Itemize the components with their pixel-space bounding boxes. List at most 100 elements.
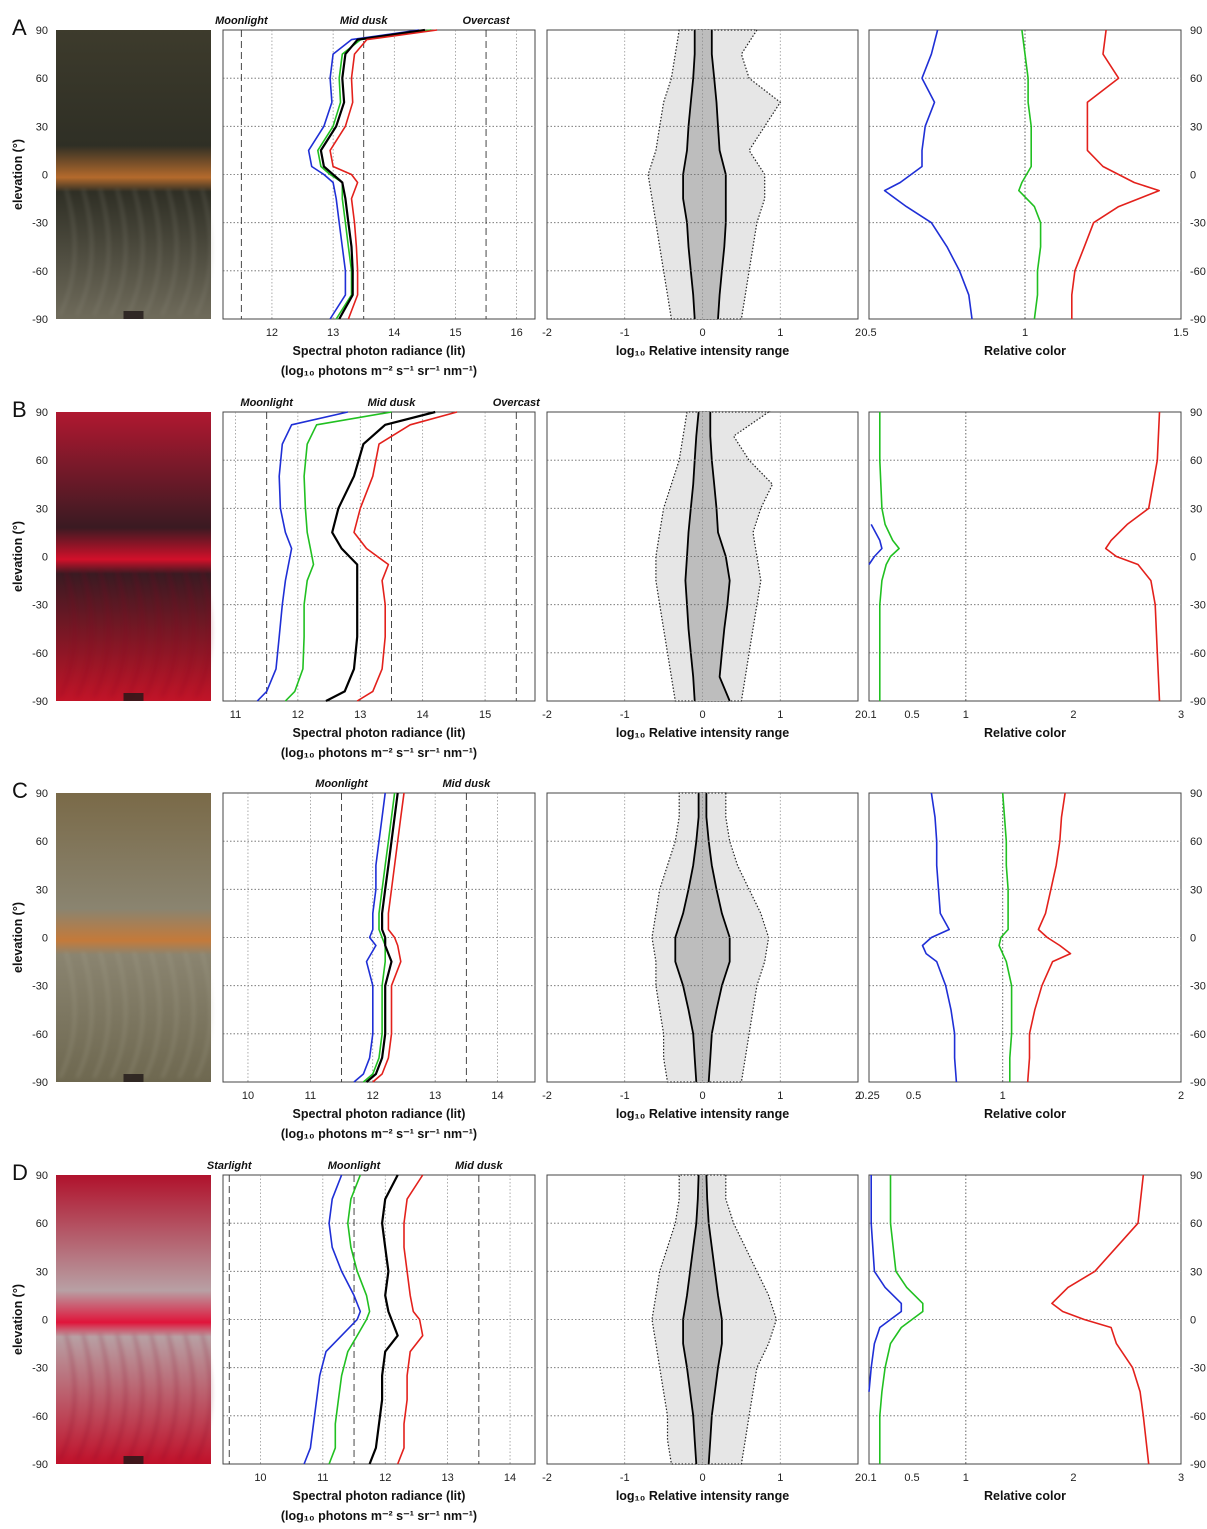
color-tick-label: 2 bbox=[1070, 1472, 1076, 1484]
photo-streak bbox=[110, 951, 127, 1079]
radiance-series-black bbox=[325, 410, 436, 702]
radiance-tick-label: 14 bbox=[491, 1090, 503, 1102]
radiance-tick-label: 13 bbox=[354, 709, 366, 721]
elev-tick-label: -90 bbox=[32, 696, 48, 708]
radiance-series-red bbox=[396, 1174, 424, 1465]
photo-streak bbox=[161, 570, 178, 698]
photo-tripod bbox=[123, 693, 144, 701]
color-series-green bbox=[879, 412, 900, 701]
elev-tick-label-right: 30 bbox=[1190, 1266, 1202, 1278]
photo-streak bbox=[93, 1333, 110, 1461]
photo-streak bbox=[127, 570, 144, 698]
photo-tripod bbox=[123, 1074, 144, 1082]
photo-streak bbox=[59, 1333, 76, 1461]
elev-tick-label: 0 bbox=[42, 1315, 48, 1327]
elevation-axis-label: elevation (°) bbox=[11, 139, 25, 210]
color-series-blue bbox=[921, 792, 958, 1083]
elev-tick-label: -60 bbox=[32, 1029, 48, 1041]
panel-letter: A bbox=[12, 15, 27, 40]
elev-tick-label-right: 90 bbox=[1190, 788, 1202, 800]
photo-streak bbox=[93, 188, 110, 316]
photo-streak bbox=[144, 1333, 161, 1461]
radiance-tick-label: 12 bbox=[379, 1472, 391, 1484]
reference-label: Moonlight bbox=[240, 397, 294, 409]
elev-tick-label: 60 bbox=[36, 1218, 48, 1230]
elev-tick-label: 0 bbox=[42, 933, 48, 945]
radiance-tick-label: 13 bbox=[429, 1090, 441, 1102]
radiance-series-blue bbox=[307, 29, 419, 320]
elev-tick-label: -30 bbox=[32, 981, 48, 993]
elev-tick-label-right: 60 bbox=[1190, 1218, 1202, 1230]
color-tick-label: 0.5 bbox=[906, 1090, 921, 1102]
elev-tick-label: 30 bbox=[36, 503, 48, 515]
radiance-series-red bbox=[372, 792, 405, 1083]
photo-streak bbox=[127, 951, 144, 1079]
intensity-tick-label: 2 bbox=[855, 709, 861, 721]
photo-streak bbox=[195, 570, 212, 698]
color-tick-label: 2 bbox=[1178, 1090, 1184, 1102]
radiance-tick-label: 13 bbox=[327, 327, 339, 339]
panel-letter: C bbox=[12, 778, 28, 803]
sky-photo bbox=[56, 30, 211, 319]
color-series-green bbox=[879, 1175, 924, 1464]
elev-tick-label-right: 30 bbox=[1190, 884, 1202, 896]
elev-tick-label-right: -30 bbox=[1190, 1363, 1206, 1375]
photo-texture bbox=[59, 1333, 212, 1461]
radiance-series-red bbox=[353, 411, 458, 702]
intensity-axis-label: log₁₀ Relative intensity range bbox=[616, 344, 789, 358]
sky-photo bbox=[56, 793, 211, 1082]
elev-tick-label: 60 bbox=[36, 836, 48, 848]
elev-tick-label-right: 0 bbox=[1190, 552, 1196, 564]
photo-streak bbox=[144, 188, 161, 316]
radiance-axis-label-1: Spectral photon radiance (lit) bbox=[293, 344, 466, 358]
intensity-tick-label: -1 bbox=[620, 1090, 630, 1102]
intensity-tick-label: -1 bbox=[620, 327, 630, 339]
color-series-green bbox=[1018, 29, 1042, 320]
radiance-axis-label-1: Spectral photon radiance (lit) bbox=[293, 1489, 466, 1503]
radiance-tick-label: 14 bbox=[388, 327, 400, 339]
radiance-tick-label: 15 bbox=[479, 709, 491, 721]
radiance-tick-label: 16 bbox=[511, 327, 523, 339]
intensity-tick-label: -2 bbox=[542, 1090, 552, 1102]
intensity-tick-label: 0 bbox=[699, 327, 705, 339]
elev-tick-label-right: 0 bbox=[1190, 933, 1196, 945]
elev-tick-label-right: 60 bbox=[1190, 73, 1202, 85]
photo-tripod bbox=[123, 1456, 144, 1464]
color-tick-label: 0.1 bbox=[861, 709, 876, 721]
color-series-blue bbox=[868, 524, 883, 565]
photo-streak bbox=[76, 951, 93, 1079]
reference-label: Moonlight bbox=[215, 15, 269, 27]
radiance-series-blue bbox=[303, 1174, 362, 1465]
elev-tick-label-right: -60 bbox=[1190, 648, 1206, 660]
photo-texture bbox=[59, 951, 212, 1079]
elev-tick-label: -90 bbox=[32, 314, 48, 326]
radiance-tick-label: 12 bbox=[367, 1090, 379, 1102]
radiance-axis-label-1: Spectral photon radiance (lit) bbox=[293, 1107, 466, 1121]
elev-tick-label-right: 60 bbox=[1190, 836, 1202, 848]
elev-tick-label-right: -30 bbox=[1190, 600, 1206, 612]
elev-tick-label: -90 bbox=[32, 1077, 48, 1089]
photo-streak bbox=[110, 1333, 127, 1461]
radiance-tick-label: 12 bbox=[266, 327, 278, 339]
color-tick-label: 0.25 bbox=[858, 1090, 879, 1102]
color-series-red bbox=[1104, 411, 1161, 702]
color-tick-label: 2 bbox=[1070, 709, 1076, 721]
photo-streak bbox=[76, 1333, 93, 1461]
photo-streak bbox=[178, 188, 195, 316]
radiance-tick-label: 11 bbox=[317, 1472, 328, 1484]
color-series-red bbox=[1071, 29, 1160, 319]
photo-streak bbox=[178, 1333, 195, 1461]
radiance-axis-label-2: (log₁₀ photons m⁻² s⁻¹ sr⁻¹ nm⁻¹) bbox=[281, 1127, 477, 1141]
photo-streak bbox=[161, 951, 178, 1079]
elev-tick-label-right: 0 bbox=[1190, 1315, 1196, 1327]
reference-label: Mid dusk bbox=[340, 15, 389, 27]
intensity-axis-label: log₁₀ Relative intensity range bbox=[616, 1107, 789, 1121]
elevation-axis-label: elevation (°) bbox=[11, 902, 25, 973]
color-axis-label: Relative color bbox=[984, 344, 1066, 358]
color-tick-label: 1 bbox=[1022, 327, 1028, 339]
elev-tick-label-right: -30 bbox=[1190, 981, 1206, 993]
intensity-tick-label: -1 bbox=[620, 709, 630, 721]
color-tick-label: 0.5 bbox=[904, 709, 919, 721]
